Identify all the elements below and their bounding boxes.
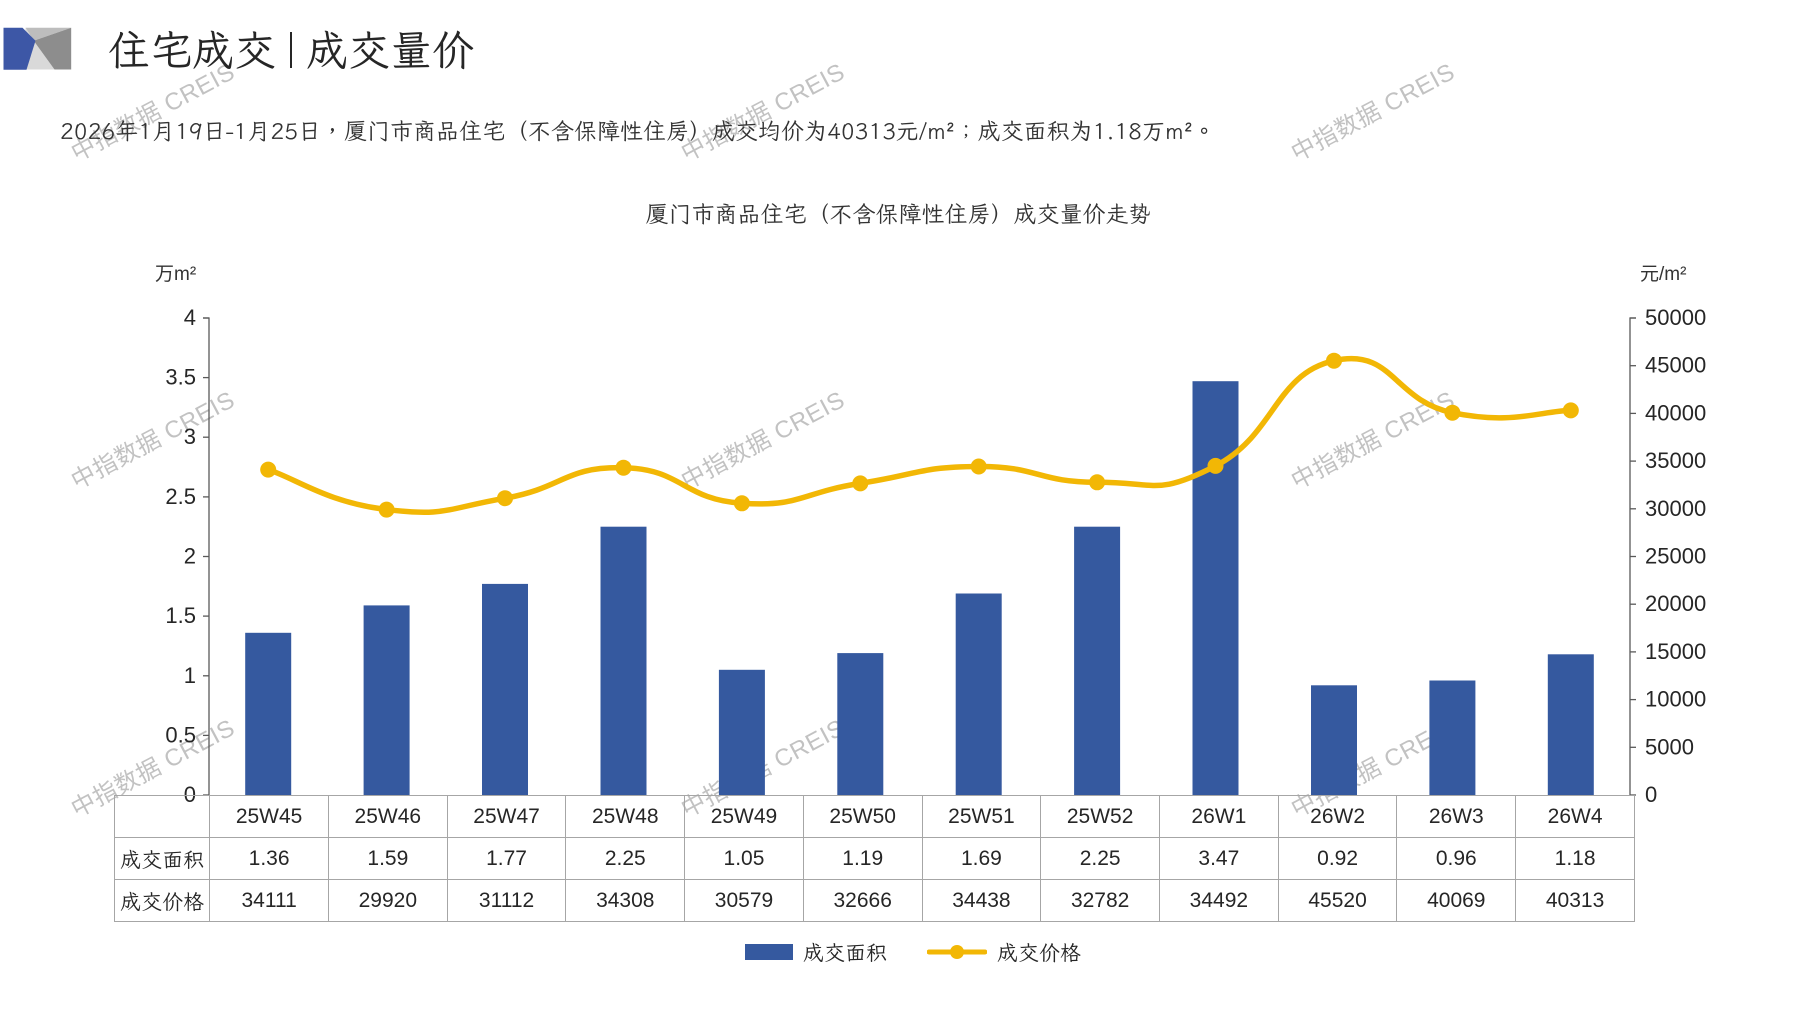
svg-text:10000: 10000	[1645, 687, 1706, 712]
svg-text:0.5: 0.5	[165, 722, 196, 747]
svg-text:30000: 30000	[1645, 496, 1706, 521]
svg-text:4: 4	[184, 305, 196, 330]
svg-text:15000: 15000	[1645, 639, 1706, 664]
svg-text:5000: 5000	[1645, 734, 1694, 759]
svg-text:40000: 40000	[1645, 400, 1706, 425]
svg-text:2.5: 2.5	[165, 484, 196, 509]
svg-text:3.5: 3.5	[165, 365, 196, 390]
svg-text:45000: 45000	[1645, 353, 1706, 378]
svg-text:万m²: 万m²	[155, 264, 196, 285]
svg-text:1.5: 1.5	[165, 603, 196, 628]
svg-text:0: 0	[1645, 782, 1657, 807]
svg-text:2: 2	[184, 544, 196, 569]
svg-text:20000: 20000	[1645, 591, 1706, 616]
svg-text:25000: 25000	[1645, 544, 1706, 569]
svg-text:1: 1	[184, 663, 196, 688]
svg-text:50000: 50000	[1645, 305, 1706, 330]
svg-text:35000: 35000	[1645, 448, 1706, 473]
svg-text:3: 3	[184, 424, 196, 449]
svg-text:元/m²: 元/m²	[1640, 264, 1686, 285]
